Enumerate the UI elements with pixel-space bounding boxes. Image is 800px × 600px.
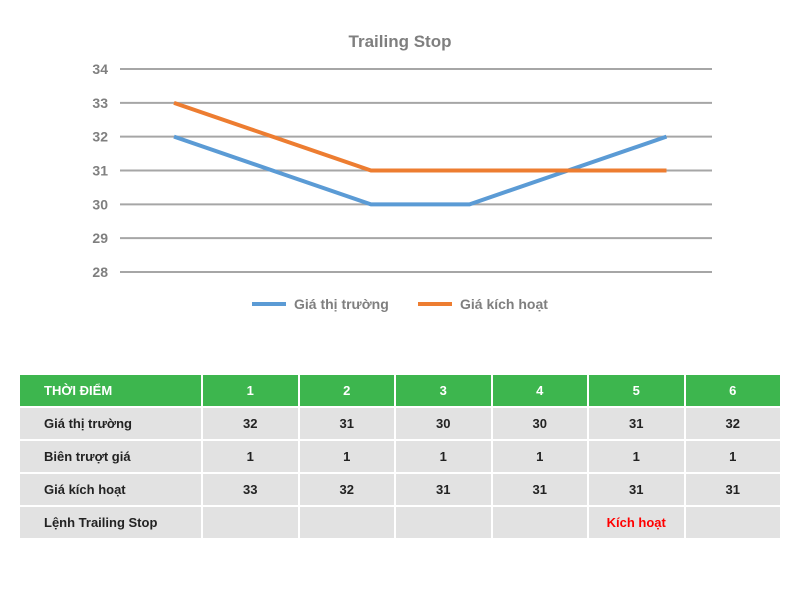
legend-label: Giá kích hoạt: [460, 296, 548, 312]
row-label: Giá kích hoạt: [18, 472, 203, 507]
header-cell-2: 2: [297, 373, 396, 408]
row-label: Lệnh Trailing Stop: [18, 505, 203, 540]
chart-title: Trailing Stop: [349, 32, 452, 51]
legend-label: Giá thị trường: [294, 296, 389, 312]
table-cell: 33: [201, 472, 300, 507]
table-cell: [297, 505, 396, 540]
header-cell-5: 5: [587, 373, 686, 408]
header-cell-time: THỜI ĐIỂM: [18, 373, 203, 408]
series-line-2: [173, 100, 667, 173]
table-row-slippage: Biên trượt giá 1 1 1 1 1 1: [18, 439, 782, 474]
chart-svg: Trailing Stop 34 33 32 31 30 29 28 Giá thị trườn…: [92, 32, 712, 312]
trigger-status-cell: Kích hoạt: [587, 505, 686, 540]
header-cell-6: 6: [683, 373, 782, 408]
table-cell: 31: [683, 472, 782, 507]
row-label: Biên trượt giá: [18, 439, 203, 474]
y-tick-label: 34: [92, 61, 108, 77]
table-cell: 1: [490, 439, 589, 474]
y-tick-label: 30: [92, 196, 108, 212]
table-cell: 30: [490, 406, 589, 441]
table-cell: 1: [683, 439, 782, 474]
trailing-stop-table: THỜI ĐIỂM 1 2 3 4 5 6 Giá thị trường 32 …: [18, 373, 782, 540]
table-cell: 1: [394, 439, 493, 474]
table-cell: 31: [490, 472, 589, 507]
table-cell: 32: [297, 472, 396, 507]
table-cell: 32: [201, 406, 300, 441]
header-cell-4: 4: [490, 373, 589, 408]
table-cell: 31: [394, 472, 493, 507]
table-cell: 1: [201, 439, 300, 474]
table-cell: 31: [297, 406, 396, 441]
table-cell: [201, 505, 300, 540]
y-tick-label: 33: [92, 95, 108, 111]
y-tick-label: 32: [92, 129, 108, 145]
header-cell-3: 3: [394, 373, 493, 408]
y-tick-label: 31: [92, 163, 108, 179]
header-cell-1: 1: [201, 373, 300, 408]
table-row-market-price: Giá thị trường 32 31 30 30 31 32: [18, 406, 782, 441]
table-row-order: Lệnh Trailing Stop Kích hoạt: [18, 505, 782, 540]
trailing-stop-chart: Trailing Stop 34 33 32 31 30 29 28 Giá thị trườn…: [92, 32, 712, 312]
table-header-row: THỜI ĐIỂM 1 2 3 4 5 6: [18, 373, 782, 408]
table-cell: 1: [587, 439, 686, 474]
y-tick-label: 28: [92, 264, 108, 280]
table-cell: [490, 505, 589, 540]
table-cell: 31: [587, 472, 686, 507]
y-tick-label: 29: [92, 230, 108, 246]
table-row-trigger-price: Giá kích hoạt 33 32 31 31 31 31: [18, 472, 782, 507]
series-line-1: [173, 134, 668, 207]
table-cell: [683, 505, 782, 540]
table-cell: 30: [394, 406, 493, 441]
table-cell: 31: [587, 406, 686, 441]
table-cell: 32: [683, 406, 782, 441]
row-label: Giá thị trường: [18, 406, 203, 441]
table-cell: 1: [297, 439, 396, 474]
table-cell: [394, 505, 493, 540]
